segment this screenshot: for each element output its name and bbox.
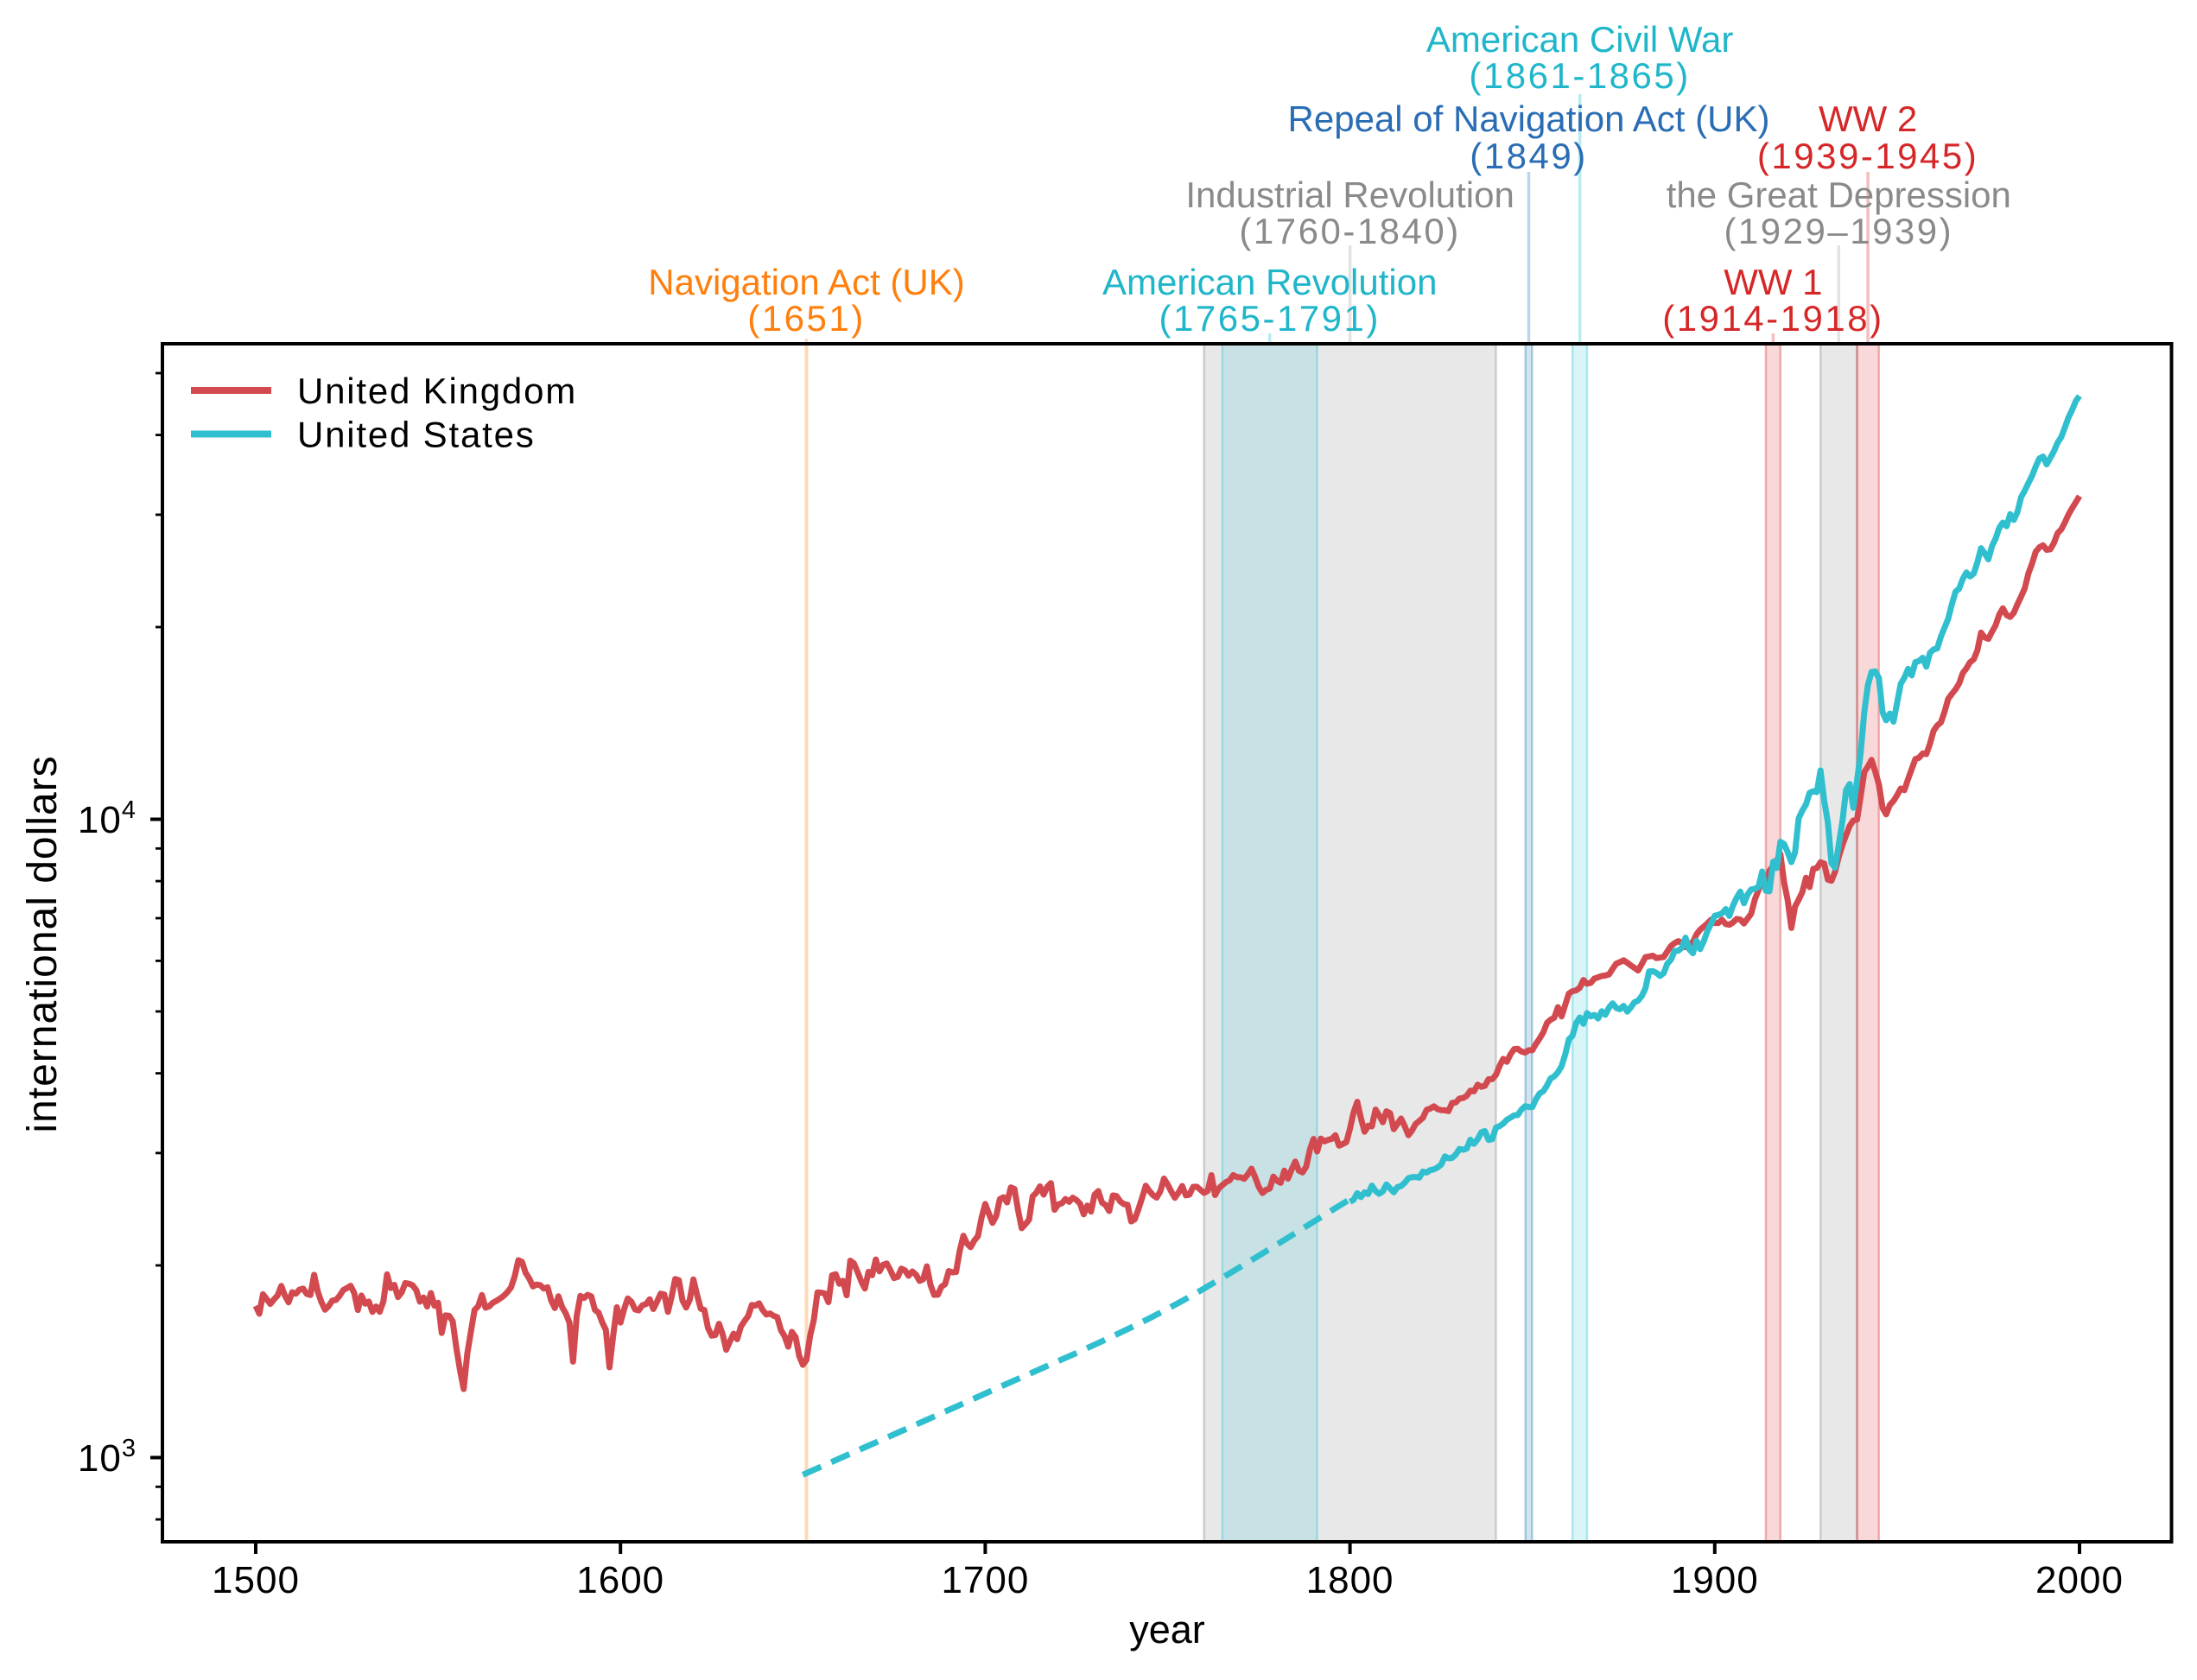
- svg-text:(1914-1918): (1914-1918): [1662, 298, 1883, 339]
- svg-text:(1929–1939): (1929–1939): [1724, 211, 1953, 251]
- svg-text:1500: 1500: [212, 1559, 300, 1601]
- svg-text:1700: 1700: [941, 1559, 1029, 1601]
- svg-text:(1651): (1651): [747, 298, 865, 339]
- svg-text:(1849): (1849): [1470, 136, 1587, 176]
- svg-text:WW 2: WW 2: [1819, 98, 1917, 139]
- svg-text:Repeal of Navigation Act (UK): Repeal of Navigation Act (UK): [1288, 98, 1770, 139]
- svg-text:1900: 1900: [1671, 1559, 1759, 1601]
- svg-text:1800: 1800: [1306, 1559, 1394, 1601]
- svg-text:United States: United States: [297, 415, 536, 455]
- svg-text:American Revolution: American Revolution: [1102, 262, 1438, 302]
- svg-text:United Kingdom: United Kingdom: [297, 371, 577, 411]
- svg-text:Navigation Act (UK): Navigation Act (UK): [648, 262, 964, 302]
- svg-text:(1760-1840): (1760-1840): [1239, 211, 1460, 251]
- svg-text:(1765-1791): (1765-1791): [1159, 298, 1381, 339]
- svg-text:year: year: [1129, 1607, 1205, 1651]
- svg-text:1600: 1600: [576, 1559, 664, 1601]
- svg-text:(1939-1945): (1939-1945): [1757, 136, 1978, 176]
- svg-text:2000: 2000: [2035, 1559, 2124, 1601]
- svg-text:WW 1: WW 1: [1724, 262, 1822, 302]
- svg-text:American Civil War: American Civil War: [1426, 19, 1733, 60]
- svg-text:international dollars: international dollars: [20, 755, 66, 1132]
- svg-text:(1861-1865): (1861-1865): [1469, 55, 1690, 96]
- svg-text:the Great Depression: the Great Depression: [1667, 174, 2011, 215]
- svg-text:Industrial Revolution: Industrial Revolution: [1185, 174, 1514, 215]
